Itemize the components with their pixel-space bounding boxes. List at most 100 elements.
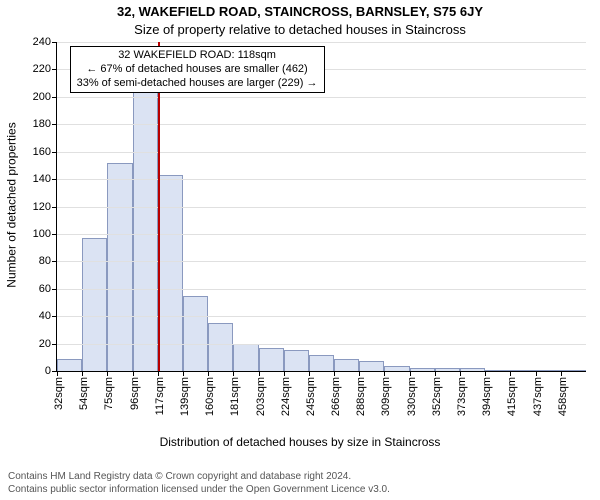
xtick-label: 245sqm bbox=[305, 377, 317, 416]
ytick-mark bbox=[52, 97, 57, 98]
histogram-bar bbox=[460, 368, 485, 371]
xtick-mark bbox=[359, 371, 360, 376]
histogram-bar bbox=[133, 90, 158, 371]
gridline-h bbox=[57, 97, 586, 98]
x-axis-label: Distribution of detached houses by size … bbox=[0, 435, 600, 449]
xtick-mark bbox=[510, 371, 511, 376]
xtick-mark bbox=[309, 371, 310, 376]
ytick-mark bbox=[52, 234, 57, 235]
footer-line-1: Contains HM Land Registry data © Crown c… bbox=[8, 471, 390, 484]
xtick-mark bbox=[57, 371, 58, 376]
xtick-mark bbox=[107, 371, 108, 376]
gridline-h bbox=[57, 316, 586, 317]
annotation-line-3: 33% of semi-detached houses are larger (… bbox=[77, 77, 318, 91]
histogram-bar bbox=[510, 370, 535, 371]
ytick-mark bbox=[52, 261, 57, 262]
xtick-mark bbox=[259, 371, 260, 376]
gridline-h bbox=[57, 344, 586, 345]
xtick-mark bbox=[410, 371, 411, 376]
xtick-label: 54sqm bbox=[78, 377, 90, 410]
gridline-h bbox=[57, 152, 586, 153]
ytick-label: 140 bbox=[33, 173, 51, 185]
xtick-label: 352sqm bbox=[431, 377, 443, 416]
histogram-bar bbox=[82, 238, 107, 371]
ytick-label: 180 bbox=[33, 118, 51, 130]
ytick-mark bbox=[52, 124, 57, 125]
histogram-bar bbox=[284, 350, 309, 371]
xtick-label: 203sqm bbox=[255, 377, 267, 416]
ytick-mark bbox=[52, 179, 57, 180]
ytick-label: 100 bbox=[33, 228, 51, 240]
histogram-bar bbox=[384, 366, 409, 371]
gridline-h bbox=[57, 42, 586, 43]
ytick-label: 60 bbox=[39, 283, 51, 295]
xtick-mark bbox=[334, 371, 335, 376]
xtick-label: 458sqm bbox=[557, 377, 569, 416]
histogram-bar bbox=[183, 296, 208, 371]
chart-title-sub: Size of property relative to detached ho… bbox=[0, 22, 600, 37]
xtick-mark bbox=[233, 371, 234, 376]
ytick-mark bbox=[52, 316, 57, 317]
ytick-label: 40 bbox=[39, 310, 51, 322]
xtick-label: 266sqm bbox=[330, 377, 342, 416]
xtick-mark bbox=[208, 371, 209, 376]
xtick-label: 394sqm bbox=[481, 377, 493, 416]
histogram-bar bbox=[208, 323, 233, 371]
xtick-label: 181sqm bbox=[229, 377, 241, 416]
y-axis-label: Number of detached properties bbox=[5, 122, 19, 287]
ytick-label: 220 bbox=[33, 63, 51, 75]
xtick-mark bbox=[284, 371, 285, 376]
histogram-bar bbox=[57, 359, 82, 371]
ytick-mark bbox=[52, 69, 57, 70]
gridline-h bbox=[57, 207, 586, 208]
annotation-line-1: 32 WAKEFIELD ROAD: 118sqm bbox=[77, 49, 318, 63]
histogram-bar bbox=[158, 175, 183, 371]
xtick-label: 288sqm bbox=[355, 377, 367, 416]
histogram-bar bbox=[233, 344, 258, 371]
ytick-label: 0 bbox=[45, 365, 51, 377]
chart-title-address: 32, WAKEFIELD ROAD, STAINCROSS, BARNSLEY… bbox=[0, 4, 600, 19]
xtick-mark bbox=[536, 371, 537, 376]
histogram-bar bbox=[259, 348, 284, 371]
xtick-label: 117sqm bbox=[154, 377, 166, 415]
chart-root: 32, WAKEFIELD ROAD, STAINCROSS, BARNSLEY… bbox=[0, 0, 600, 500]
xtick-mark bbox=[158, 371, 159, 376]
ytick-mark bbox=[52, 289, 57, 290]
xtick-mark bbox=[460, 371, 461, 376]
histogram-bar bbox=[485, 370, 510, 371]
histogram-bar bbox=[410, 368, 435, 371]
ytick-label: 20 bbox=[39, 338, 51, 350]
ytick-mark bbox=[52, 42, 57, 43]
xtick-mark bbox=[384, 371, 385, 376]
xtick-label: 224sqm bbox=[280, 377, 292, 416]
y-axis-label-container: Number of detached properties bbox=[4, 0, 20, 410]
histogram-bar bbox=[435, 368, 460, 371]
histogram-bar bbox=[107, 163, 132, 371]
histogram-bar bbox=[536, 370, 561, 371]
histogram-bar bbox=[561, 370, 586, 371]
ytick-label: 80 bbox=[39, 255, 51, 267]
ytick-mark bbox=[52, 207, 57, 208]
xtick-mark bbox=[133, 371, 134, 376]
gridline-h bbox=[57, 261, 586, 262]
gridline-h bbox=[57, 179, 586, 180]
xtick-mark bbox=[82, 371, 83, 376]
xtick-label: 309sqm bbox=[380, 377, 392, 416]
annotation-line-2: ← 67% of detached houses are smaller (46… bbox=[77, 63, 318, 77]
ytick-label: 160 bbox=[33, 146, 51, 158]
xtick-label: 96sqm bbox=[129, 377, 141, 410]
xtick-label: 75sqm bbox=[103, 377, 115, 410]
xtick-label: 160sqm bbox=[204, 377, 216, 416]
histogram-bar bbox=[334, 359, 359, 371]
ytick-label: 120 bbox=[33, 201, 51, 213]
footer-line-2: Contains public sector information licen… bbox=[8, 484, 390, 497]
ytick-mark bbox=[52, 344, 57, 345]
xtick-mark bbox=[485, 371, 486, 376]
plot-area: 32 WAKEFIELD ROAD: 118sqm ← 67% of detac… bbox=[56, 42, 586, 372]
xtick-label: 139sqm bbox=[179, 377, 191, 416]
gridline-h bbox=[57, 124, 586, 125]
gridline-h bbox=[57, 289, 586, 290]
ytick-label: 200 bbox=[33, 91, 51, 103]
xtick-label: 415sqm bbox=[506, 377, 518, 416]
xtick-label: 32sqm bbox=[53, 377, 65, 410]
